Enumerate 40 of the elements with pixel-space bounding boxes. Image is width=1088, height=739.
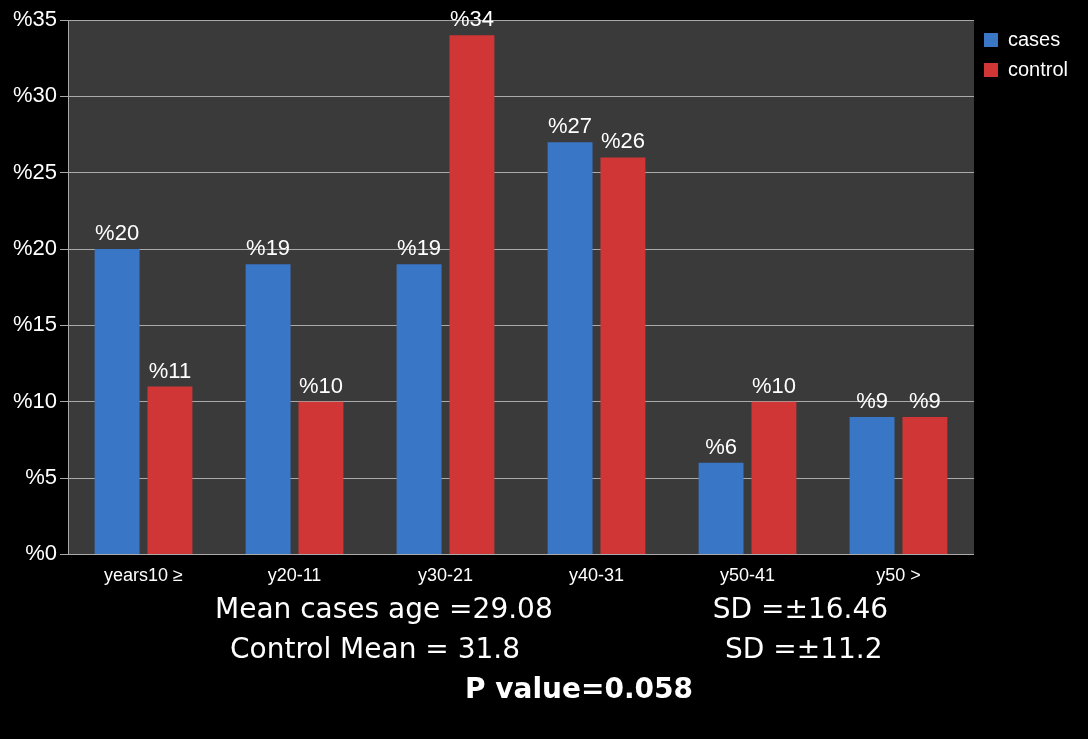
bar [902,416,948,554]
bar [396,264,442,554]
data-label: %10 [751,372,796,398]
y-tick-label: %25 [12,158,58,184]
y-tick-label: %15 [12,311,58,337]
text: Mean cases age =29.08 [215,591,553,625]
legend-label: cases [1007,27,1061,50]
text: SD =±16.46 [712,591,889,625]
x-tick-label: y20-11 [267,565,322,586]
bar [298,401,344,554]
y-tick-label: %5 [25,464,58,490]
bar [849,416,895,554]
bar [94,249,140,554]
text: SD =±11.2 [725,631,883,665]
bar [147,386,193,554]
x-tick-label: y30-21 [417,565,474,586]
data-label: %10 [298,372,343,398]
bar [547,142,593,554]
bar [698,462,744,554]
data-label: %26 [600,128,645,154]
x-tick-label: y50-41 [719,565,776,586]
data-label: %27 [548,113,593,139]
bar [449,35,495,554]
y-tick-label: %35 [12,6,58,32]
text: P value=0.058 [465,671,693,705]
bar [245,264,291,554]
bar [751,401,797,554]
y-tick-label: %0 [25,540,58,566]
bar [600,157,646,554]
y-tick-label: %30 [12,82,58,108]
x-tick-label: years10 ≥ [104,565,184,586]
x-tick-label: y50 > [876,565,921,586]
data-label: %6 [705,433,737,459]
data-label: %11 [148,357,192,383]
y-tick-label: %10 [12,387,58,413]
legend-label: control [1007,57,1068,80]
data-label: %20 [95,220,140,246]
y-tick-label: %20 [12,235,58,261]
text: Control Mean = 31.8 [230,631,521,665]
x-tick-label: y40-31 [568,565,625,586]
